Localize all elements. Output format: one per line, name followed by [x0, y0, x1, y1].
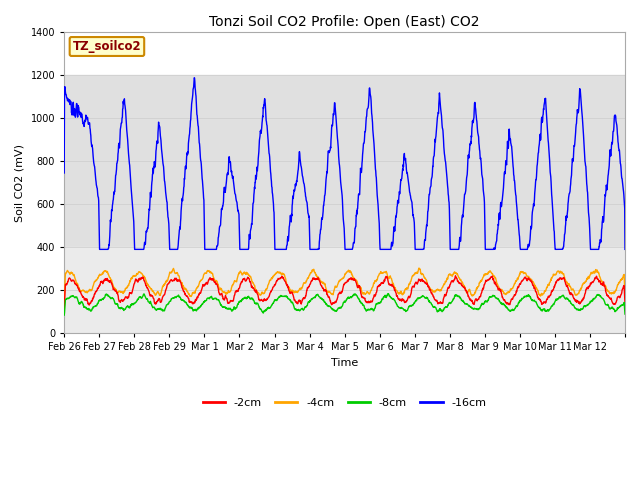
- Bar: [64, 247, 625, 334]
- Legend: -2cm, -4cm, -8cm, -16cm: -2cm, -4cm, -8cm, -16cm: [198, 394, 491, 412]
- Title: Tonzi Soil CO2 Profile: Open (East) CO2: Tonzi Soil CO2 Profile: Open (East) CO2: [209, 15, 480, 29]
- Y-axis label: Soil CO2 (mV): Soil CO2 (mV): [15, 144, 25, 221]
- Text: TZ_soilco2: TZ_soilco2: [72, 40, 141, 53]
- Bar: [64, 75, 625, 247]
- X-axis label: Time: Time: [331, 358, 358, 368]
